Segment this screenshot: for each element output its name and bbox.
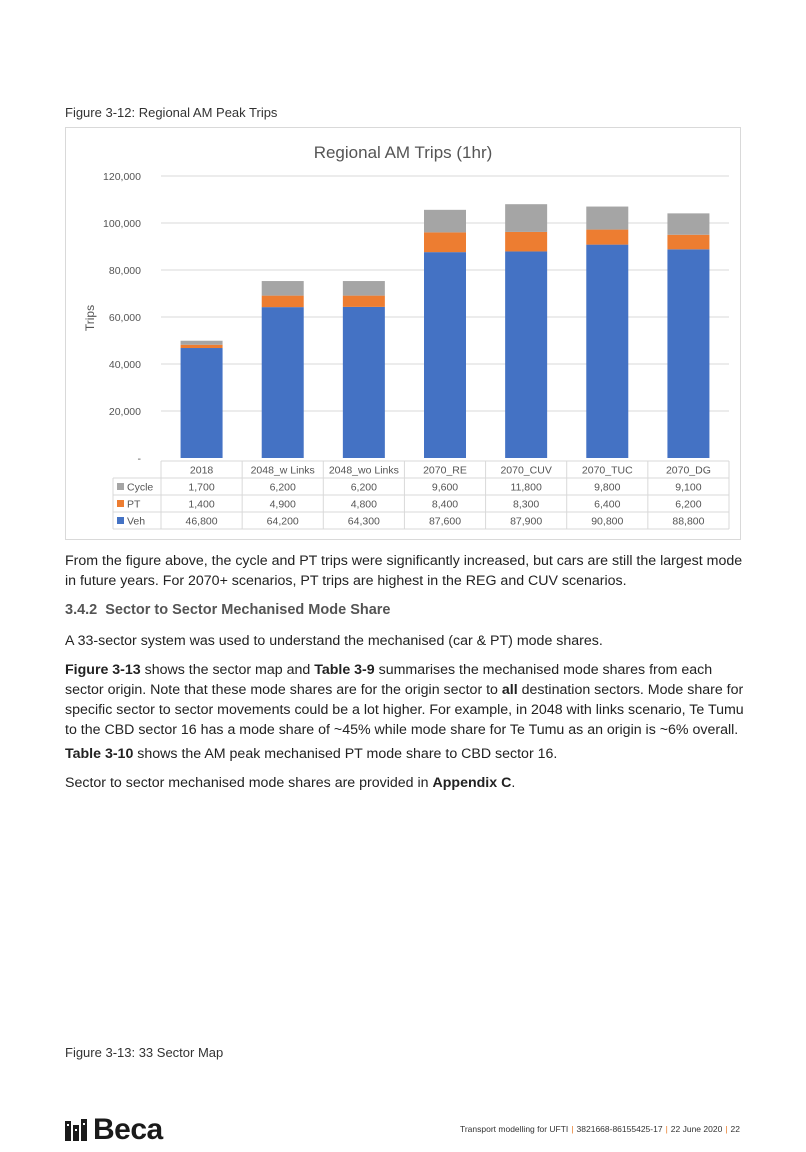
bar-segment-pt bbox=[505, 231, 548, 252]
paragraph-appendix-ref: Sector to sector mechanised mode shares … bbox=[65, 773, 745, 793]
text-run: . bbox=[511, 775, 516, 791]
bar-segment-cycle bbox=[261, 281, 304, 296]
legend-label-veh: Veh bbox=[127, 516, 145, 528]
x-category-label: 2070_RE bbox=[423, 465, 467, 477]
y-tick-label: 120,000 bbox=[103, 171, 141, 183]
bar-segment-cycle bbox=[342, 281, 385, 296]
x-category-label: 2070_DG bbox=[666, 465, 711, 477]
text-run: shows the AM peak mechanised PT mode sha… bbox=[133, 746, 558, 762]
footer-ref: 3821668-86155425-17 bbox=[576, 1124, 663, 1134]
data-table-value: 11,800 bbox=[510, 482, 541, 494]
bar-segment-pt bbox=[424, 232, 466, 253]
x-category-label: 2070_CUV bbox=[500, 465, 551, 477]
data-table-value: 9,600 bbox=[432, 482, 458, 494]
paragraph-figure-summary: From the figure above, the cycle and PT … bbox=[65, 553, 743, 589]
beca-logo-text: Beca bbox=[93, 1113, 163, 1146]
data-table-value: 6,200 bbox=[675, 499, 701, 511]
appendix-ref: Appendix C bbox=[432, 775, 512, 791]
footer-separator: | bbox=[665, 1124, 668, 1134]
y-tick-label: 80,000 bbox=[109, 265, 141, 277]
figure-caption: Figure 3-12: Regional AM Peak Trips bbox=[65, 105, 278, 120]
data-table-value: 8,400 bbox=[432, 499, 458, 511]
bar-segment-veh bbox=[424, 252, 466, 458]
data-table-value: 88,800 bbox=[672, 516, 704, 528]
text-run: summarises the mechanised mode shares fr… bbox=[65, 662, 713, 698]
bar-segment-cycle bbox=[505, 204, 548, 232]
table-ref: Table 3-9 bbox=[314, 662, 375, 678]
data-table-value: 9,800 bbox=[594, 482, 620, 494]
bar-segment-veh bbox=[505, 251, 548, 458]
y-tick-label: 40,000 bbox=[109, 359, 141, 371]
legend-label-cycle: Cycle bbox=[127, 482, 153, 494]
data-table-value: 9,100 bbox=[675, 482, 701, 494]
footer-date: 22 June 2020 bbox=[670, 1124, 723, 1134]
bar-segment-pt bbox=[342, 295, 385, 307]
footer-separator: | bbox=[571, 1124, 574, 1134]
bar-segment-cycle bbox=[424, 209, 466, 233]
table-ref: Table 3-10 bbox=[65, 746, 134, 762]
bar-segment-veh bbox=[667, 249, 710, 458]
stacked-bar-chart: Regional AM Trips (1hr) - 20,000 40,000 60,0… bbox=[65, 127, 741, 540]
footer-doc-title: Transport modelling for UFTI bbox=[459, 1124, 569, 1134]
chart-title: Regional AM Trips (1hr) bbox=[314, 143, 493, 162]
paragraph-sector-system: A 33-sector system was used to understan… bbox=[65, 633, 603, 649]
page-footer: Transport modelling for UFTI | 3821668-861… bbox=[460, 1124, 740, 1134]
x-category-label: 2048_wo Links bbox=[329, 465, 399, 477]
data-table-value: 4,800 bbox=[351, 499, 377, 511]
paragraph-mode-share: Figure 3-13 shows the sector map and Tab… bbox=[65, 660, 745, 740]
text-run: destination sectors. Mode share for spec… bbox=[65, 682, 744, 738]
bar-segment-pt bbox=[586, 229, 629, 245]
data-table-value: 1,700 bbox=[188, 482, 214, 494]
x-category-label: 2018 bbox=[190, 465, 214, 477]
data-table-value: 90,800 bbox=[591, 516, 623, 528]
bar-segment-veh bbox=[342, 306, 385, 458]
data-table-value: 64,200 bbox=[267, 516, 299, 528]
data-table-value: 1,400 bbox=[188, 499, 214, 511]
data-table-value: 6,400 bbox=[594, 499, 620, 511]
y-axis-label: Trips bbox=[83, 305, 97, 331]
footer-page-number: 22 bbox=[730, 1124, 740, 1134]
paragraph-table-ref: Table 3-10 shows the AM peak mechanised … bbox=[65, 744, 745, 764]
bar-segment-veh bbox=[180, 348, 223, 458]
legend-label-pt: PT bbox=[127, 499, 141, 511]
bar-segment-cycle bbox=[180, 340, 223, 345]
data-table-value: 46,800 bbox=[186, 516, 218, 528]
x-category-label: 2048_w Links bbox=[251, 465, 315, 477]
bar-segment-veh bbox=[586, 244, 629, 458]
text-run: shows the sector map and bbox=[140, 662, 315, 678]
data-table-value: 87,900 bbox=[510, 516, 542, 528]
bar-segment-cycle bbox=[667, 213, 710, 235]
bar-segment-pt bbox=[180, 344, 223, 349]
beca-logo: Beca bbox=[65, 1113, 163, 1146]
text-run: Sector to sector mechanised mode shares … bbox=[65, 775, 433, 791]
section-number: 3.4.2 bbox=[65, 602, 98, 618]
legend-swatch-pt bbox=[117, 500, 124, 507]
emphasis-all: all bbox=[501, 682, 518, 698]
section-heading: 3.4.2 Sector to Sector Mechanised Mode Sh… bbox=[65, 602, 391, 618]
bar-segment-cycle bbox=[586, 206, 629, 230]
bar-segment-pt bbox=[261, 295, 304, 308]
footer-separator: | bbox=[725, 1124, 728, 1134]
y-tick-label: 20,000 bbox=[109, 406, 141, 418]
bar-segment-veh bbox=[261, 307, 304, 458]
y-tick-label: 100,000 bbox=[103, 218, 141, 230]
beca-logo-mark-icon bbox=[65, 1119, 87, 1141]
data-table-value: 6,200 bbox=[270, 482, 296, 494]
y-tick-label: - bbox=[138, 453, 142, 465]
figure13-caption: Figure 3-13: 33 Sector Map bbox=[65, 1045, 224, 1060]
chart-svg: Regional AM Trips (1hr) - 20,000 40,000 60,0… bbox=[83, 143, 730, 530]
legend-swatch-cycle bbox=[117, 483, 124, 490]
data-table-value: 87,600 bbox=[429, 516, 461, 528]
x-category-label: 2070_TUC bbox=[582, 465, 633, 477]
bar-segment-pt bbox=[667, 234, 710, 250]
legend-swatch-veh bbox=[117, 517, 124, 524]
data-table-value: 64,300 bbox=[348, 516, 380, 528]
y-tick-label: 60,000 bbox=[109, 312, 141, 324]
figure-ref: Figure 3-13 bbox=[65, 662, 141, 678]
data-table-value: 8,300 bbox=[513, 499, 539, 511]
data-table-value: 6,200 bbox=[351, 482, 377, 494]
data-table-value: 4,900 bbox=[270, 499, 296, 511]
section-title: Sector to Sector Mechanised Mode Share bbox=[105, 602, 391, 618]
